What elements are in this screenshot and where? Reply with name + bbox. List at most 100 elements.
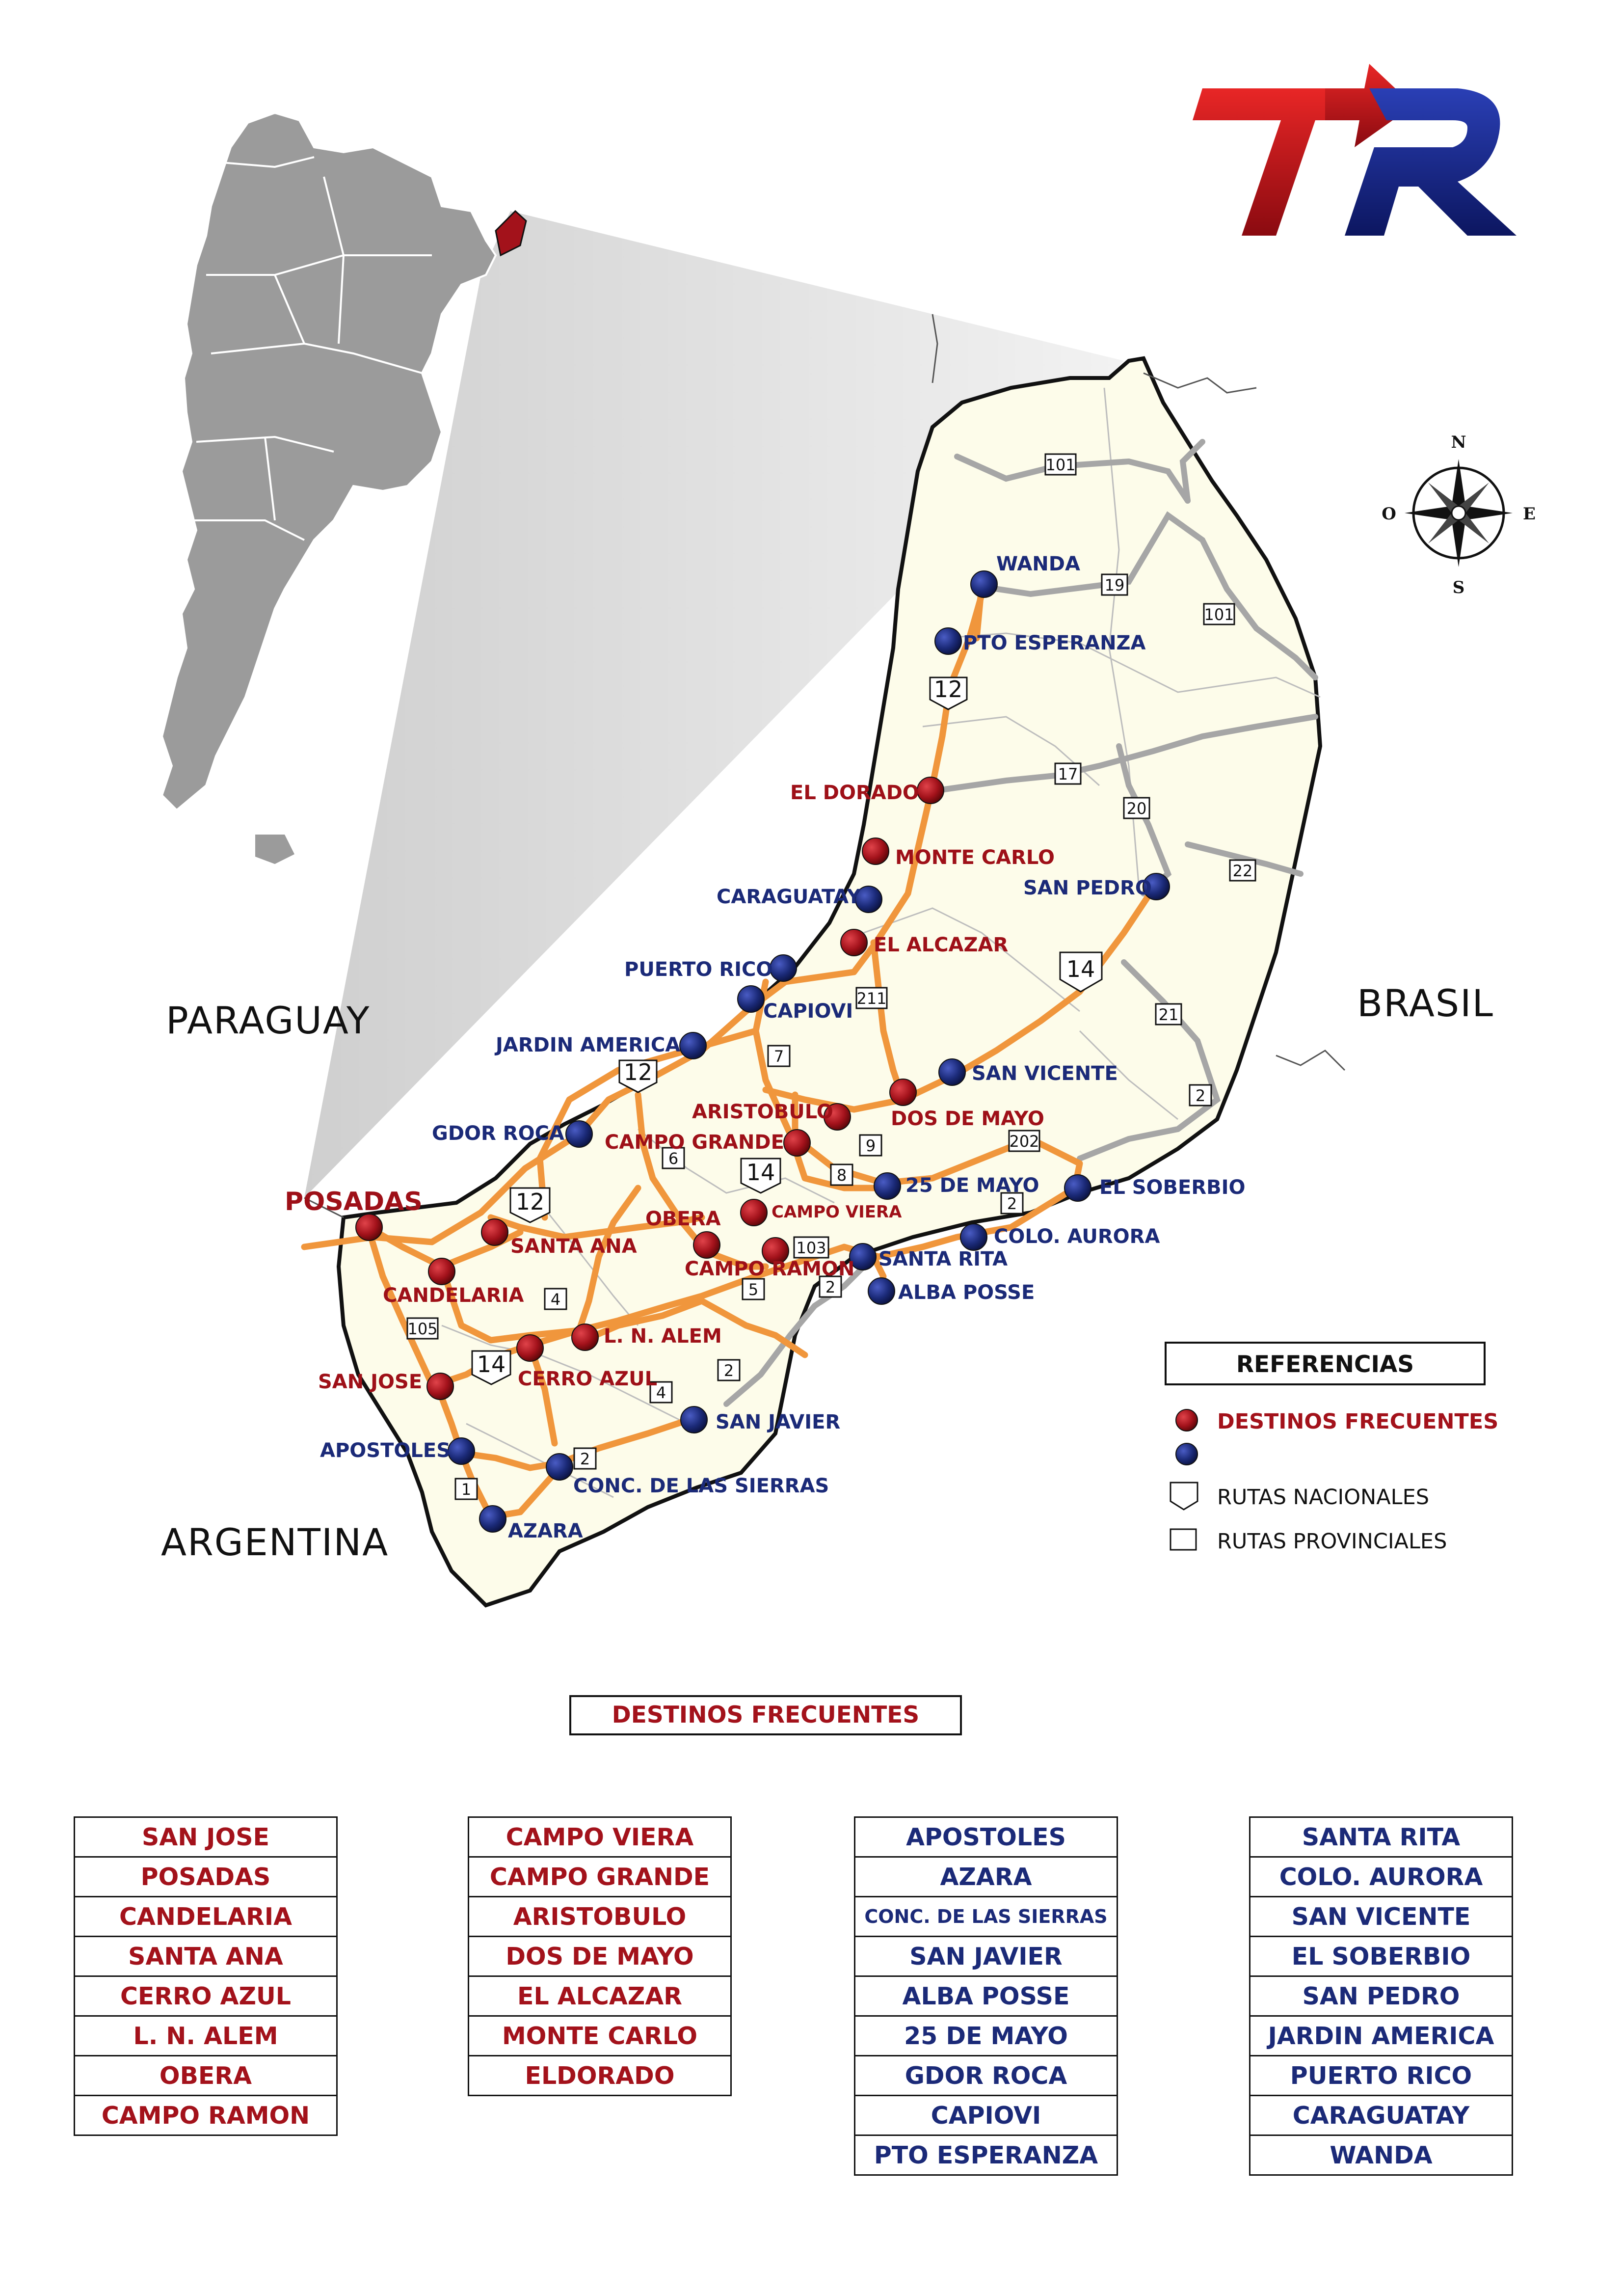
label-campo-viera: CAMPO VIERA [772, 1202, 902, 1222]
table-row: CAMPO GRANDE [468, 1856, 732, 1897]
marker-cerro-azul [516, 1334, 544, 1362]
destination-cell: ELDORADO [468, 2055, 732, 2096]
destination-cell: PUERTO RICO [1249, 2055, 1513, 2096]
marker-gdor-roca [565, 1120, 593, 1148]
svg-text:2: 2 [1196, 1086, 1205, 1105]
table-row: JARDIN AMERICA [1249, 2015, 1513, 2056]
marker-colo-aurora [960, 1223, 987, 1251]
destination-cell: CAMPO VIERA [468, 1816, 732, 1858]
destination-cell: CANDELARIA [74, 1896, 338, 1937]
label-cerro-azul: CERRO AZUL [518, 1368, 657, 1390]
destination-cell: APOSTOLES [854, 1816, 1118, 1858]
marker-pto-esperanza [934, 627, 962, 655]
svg-text:21: 21 [1159, 1005, 1179, 1024]
table-row: CONC. DE LAS SIERRAS [854, 1896, 1118, 1937]
svg-text:2: 2 [724, 1361, 734, 1380]
table-row: CAPIOVI [854, 2095, 1118, 2136]
destination-cell: ARISTOBULO [468, 1896, 732, 1937]
table-row: SAN PEDRO [1249, 1975, 1513, 2017]
route-shield-12a: 12 [929, 676, 968, 710]
svg-text:E: E [1523, 504, 1536, 524]
marker-azara [479, 1505, 506, 1533]
route-shield-2c: 2 [819, 1275, 842, 1298]
destination-cell: CONC. DE LAS SIERRAS [854, 1896, 1118, 1937]
route-shield-4b: 4 [649, 1381, 673, 1404]
destination-cell: SAN JOSE [74, 1816, 338, 1858]
svg-text:22: 22 [1233, 862, 1253, 880]
svg-text:9: 9 [866, 1136, 876, 1155]
svg-text:8: 8 [837, 1166, 847, 1185]
marker-el-dorado [917, 777, 944, 804]
table-row: CAMPO RAMON [74, 2095, 338, 2136]
svg-text:N: N [1451, 432, 1466, 452]
table-row: SANTA ANA [74, 1936, 338, 1977]
city-markers [355, 570, 1170, 1533]
marker-san-javier [680, 1406, 708, 1433]
zoom-wedge [304, 211, 1124, 1198]
route-shield-12c: 12 [509, 1187, 551, 1223]
marker-dos-de-mayo [889, 1079, 917, 1106]
marker-alba-posse [868, 1277, 895, 1305]
route-shield-14c: 14 [471, 1350, 511, 1385]
svg-text:S: S [1453, 578, 1465, 597]
svg-text:12: 12 [624, 1059, 653, 1085]
label-caraguatay: CARAGUATAY [717, 886, 861, 908]
label-san-vicente: SAN VICENTE [972, 1062, 1118, 1085]
label-25-de-mayo: 25 DE MAYO [905, 1174, 1039, 1197]
svg-text:14: 14 [746, 1159, 775, 1186]
marker-campo-grande [783, 1129, 811, 1157]
route-shield-211: 211 [855, 987, 888, 1009]
marker-caraguatay [855, 886, 882, 913]
svg-text:14: 14 [477, 1351, 506, 1378]
label-el-soberbio: EL SOBERBIO [1099, 1176, 1246, 1199]
route-shield-7: 7 [767, 1045, 791, 1067]
label-puerto-rico: PUERTO RICO [624, 958, 772, 981]
destination-cell: SAN PEDRO [1249, 1975, 1513, 2017]
svg-text:7: 7 [774, 1047, 784, 1066]
svg-text:12: 12 [516, 1189, 545, 1215]
label-pto-esperanza: PTO ESPERANZA [963, 632, 1146, 654]
label-azara: AZARA [508, 1520, 583, 1542]
destination-cell: CARAGUATAY [1249, 2095, 1513, 2136]
table-row: MONTE CARLO [468, 2015, 732, 2056]
svg-text:19: 19 [1105, 576, 1125, 594]
destinations-table-3: APOSTOLES AZARA CONC. DE LAS SIERRAS SAN JA… [854, 1816, 1118, 2176]
marker-l-n-alem [571, 1324, 599, 1351]
route-shield-101b: 101 [1203, 603, 1235, 625]
table-row: EL SOBERBIO [1249, 1936, 1513, 1977]
label-campo-grande: CAMPO GRANDE [605, 1131, 784, 1154]
route-shield-14a: 14 [1059, 951, 1103, 993]
destination-cell: EL SOBERBIO [1249, 1936, 1513, 1977]
route-shield-5: 5 [742, 1278, 765, 1300]
svg-text:RUTAS PROVINCIALES: RUTAS PROVINCIALES [1217, 1529, 1447, 1554]
table-row: POSADAS [74, 1856, 338, 1897]
compass-rose: N S O E [1382, 432, 1536, 597]
table-row: CAMPO VIERA [468, 1816, 732, 1858]
svg-text:202: 202 [1009, 1132, 1039, 1151]
label-el-alcazar: EL ALCAZAR [874, 934, 1008, 956]
marker-el-alcazar [840, 929, 868, 956]
route-shield-9: 9 [859, 1134, 882, 1157]
svg-text:REFERENCIAS: REFERENCIAS [1236, 1351, 1414, 1378]
destination-cell: COLO. AURORA [1249, 1856, 1513, 1897]
label-el-dorado: EL DORADO [790, 782, 919, 804]
svg-text:4: 4 [656, 1383, 666, 1402]
table-row: L. N. ALEM [74, 2015, 338, 2056]
route-shield-19: 19 [1101, 573, 1128, 596]
route-shield-21: 21 [1155, 1003, 1182, 1026]
route-shield-2e: 2 [573, 1447, 597, 1470]
destination-cell: SAN VICENTE [1249, 1896, 1513, 1937]
route-shield-8: 8 [830, 1163, 853, 1186]
route-shield-202: 202 [1008, 1130, 1040, 1152]
destination-cell: L. N. ALEM [74, 2015, 338, 2056]
label-l-n-alem: L. N. ALEM [604, 1325, 722, 1348]
destination-cell: OBERA [74, 2055, 338, 2096]
destinations-table-2: CAMPO VIERA CAMPO GRANDE ARISTOBULO DOS DE … [468, 1816, 732, 2096]
table-row: WANDA [1249, 2134, 1513, 2176]
marker-monte-carlo [862, 837, 889, 865]
legend-other-dot [1175, 1443, 1198, 1465]
destination-cell: JARDIN AMERICA [1249, 2015, 1513, 2056]
svg-text:1: 1 [461, 1480, 471, 1499]
destinations-title: DESTINOS FRECUENTES [569, 1695, 962, 1735]
tr-logo [1193, 64, 1517, 236]
